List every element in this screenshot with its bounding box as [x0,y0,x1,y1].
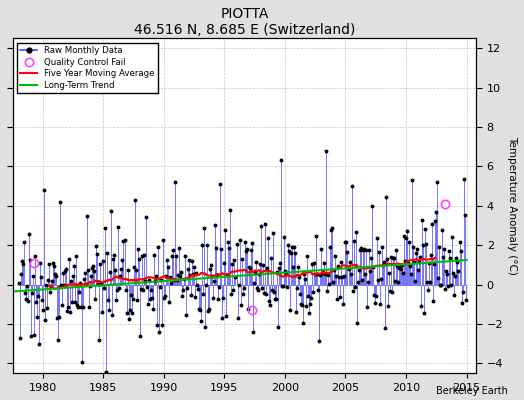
Title: PIOTTA
46.516 N, 8.685 E (Switzerland): PIOTTA 46.516 N, 8.685 E (Switzerland) [134,7,355,37]
Legend: Raw Monthly Data, Quality Control Fail, Five Year Moving Average, Long-Term Tren: Raw Monthly Data, Quality Control Fail, … [17,43,158,93]
Y-axis label: Temperature Anomaly (°C): Temperature Anomaly (°C) [507,136,517,275]
Text: Berkeley Earth: Berkeley Earth [436,386,508,396]
